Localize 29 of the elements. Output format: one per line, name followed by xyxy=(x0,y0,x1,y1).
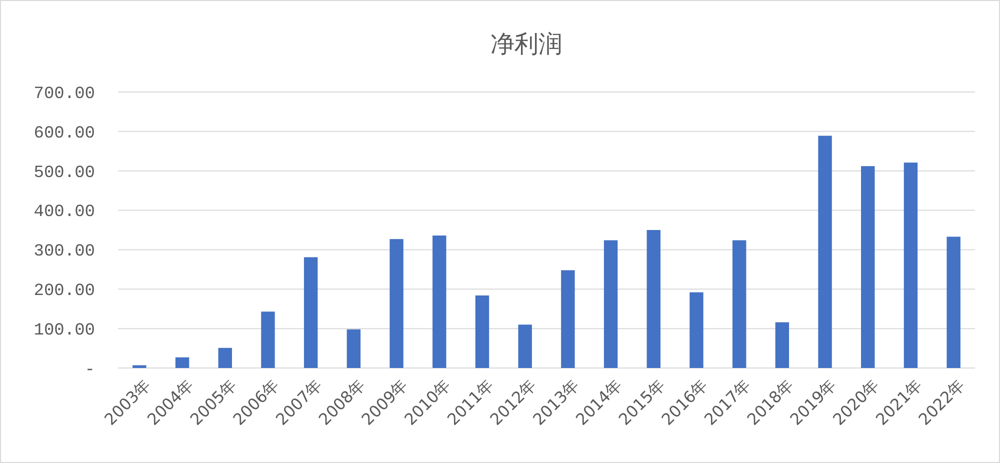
bar xyxy=(818,136,832,368)
bar xyxy=(561,270,575,368)
bar xyxy=(861,166,875,368)
y-tick-label: 300.00 xyxy=(34,242,95,262)
y-tick-label: 700.00 xyxy=(34,84,95,104)
bar xyxy=(390,239,404,368)
bar xyxy=(175,357,190,368)
bar xyxy=(946,236,960,368)
chart-title: 净利润 xyxy=(490,30,562,58)
bar xyxy=(604,240,618,368)
y-tick-label: - xyxy=(84,360,95,380)
bar xyxy=(475,295,490,368)
bar xyxy=(346,329,361,368)
bar xyxy=(218,348,232,368)
bar xyxy=(132,365,146,368)
bar xyxy=(904,162,918,368)
bar xyxy=(690,292,704,368)
bar xyxy=(518,324,532,368)
bar xyxy=(432,236,446,368)
y-tick-label: 600.00 xyxy=(34,124,95,144)
bar xyxy=(732,240,746,368)
bar xyxy=(775,322,790,368)
y-tick-label: 200.00 xyxy=(34,282,95,302)
bar xyxy=(261,312,275,368)
y-tick-label: 500.00 xyxy=(34,164,95,183)
bar xyxy=(304,257,318,368)
bar xyxy=(646,230,660,368)
y-tick-label: 400.00 xyxy=(34,203,95,222)
y-tick-label: 100.00 xyxy=(34,322,95,341)
